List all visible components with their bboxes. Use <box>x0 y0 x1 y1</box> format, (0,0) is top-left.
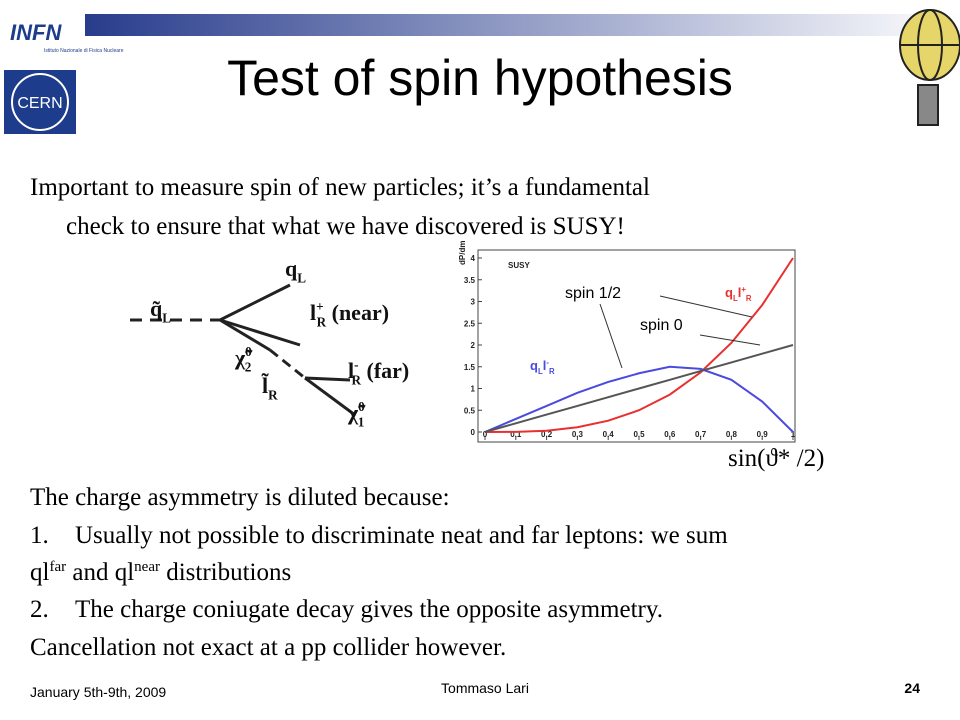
slide-title: Test of spin hypothesis <box>227 50 733 106</box>
sub: R <box>351 373 361 388</box>
sub: L <box>162 311 171 326</box>
item-number: 1. <box>30 522 49 549</box>
sub: R <box>317 315 327 330</box>
sup2: + <box>741 285 746 294</box>
sub2: R <box>746 294 752 303</box>
y-tick-label: 2.5 <box>464 319 476 328</box>
chart-tag: SUSY <box>508 261 530 270</box>
item-text: qlfar and qlnear distributions <box>30 559 291 586</box>
sup: near <box>134 559 160 575</box>
label: qLl-R <box>530 358 555 376</box>
base: l <box>310 300 316 325</box>
infn-logo: INFN Istituto Nazionale di Fisica Nuclea… <box>10 20 124 54</box>
base: l <box>348 358 354 383</box>
sub2: R <box>549 367 555 376</box>
sub: R <box>268 388 278 403</box>
sup2: - <box>546 358 549 367</box>
text: ql <box>30 559 50 586</box>
x-tick-label: 0 <box>483 430 488 439</box>
footer-date: January 5th-9th, 2009 <box>30 684 166 700</box>
item-text: Usually not possible to discriminate nea… <box>75 522 728 549</box>
base2: l <box>738 285 742 300</box>
label: qLl+R <box>725 285 752 303</box>
y-tick-label: 0 <box>471 428 476 437</box>
y-tick-label: 1 <box>471 385 476 394</box>
page-number: 24 <box>904 680 920 696</box>
y-tick-label: 0.5 <box>464 406 476 415</box>
x-tick-label: 0.3 <box>572 430 584 439</box>
footer-author: Tommaso Lari <box>441 680 529 696</box>
label: q̃L <box>150 296 171 326</box>
sub: 2 <box>245 360 252 375</box>
sub: L <box>297 271 306 286</box>
intro-line: Important to measure spin of new particl… <box>30 174 650 201</box>
sub: L <box>538 367 543 376</box>
intro-line: check to ensure that what we have discov… <box>66 213 625 240</box>
decay-diagram <box>130 283 356 417</box>
sub: 1 <box>358 415 365 430</box>
annotation: spin 0 <box>640 317 683 334</box>
y-tick-label: 3 <box>471 298 476 307</box>
label: l+ R (near) <box>310 299 389 329</box>
sup: 0 <box>358 399 365 414</box>
x-tick-label: 0.6 <box>664 430 676 439</box>
label: l̃R <box>261 373 278 403</box>
y-tick-label: 2 <box>471 341 476 350</box>
label: qL <box>285 256 306 286</box>
label: l-R (far) <box>348 357 409 387</box>
base: q <box>285 256 298 281</box>
header-bar <box>85 14 960 36</box>
x-tick-label: 0.2 <box>541 430 553 439</box>
x-tick-label: 0.4 <box>603 430 615 439</box>
x-tick-label: 0.7 <box>695 430 707 439</box>
x-tick-label: 0.8 <box>726 430 738 439</box>
cern-logo: CERN <box>4 70 76 134</box>
base2: l <box>543 358 547 373</box>
label: χ̃0 1 <box>347 399 366 429</box>
atlas-logo <box>899 9 960 126</box>
sup: + <box>316 299 324 314</box>
tail: (far) <box>367 358 410 383</box>
infn-caption: Istituto Nazionale di Fisica Nucleare <box>44 48 124 54</box>
text: distributions <box>160 559 291 586</box>
sup: - <box>354 357 358 372</box>
annotation-arrow <box>659 295 753 318</box>
cern-text: CERN <box>17 95 62 112</box>
base: l̃ <box>261 373 269 398</box>
base: q <box>530 358 538 373</box>
x-tick-label: 0.1 <box>510 430 522 439</box>
infn-text: INFN <box>10 20 62 45</box>
x-tick-label: 0.5 <box>633 430 645 439</box>
annotation-arrow <box>699 334 761 346</box>
annotation: spin 1/2 <box>565 285 621 302</box>
x-tick-label: 0.9 <box>757 430 769 439</box>
x-tick-label: 1 <box>791 430 796 439</box>
sup: 0 <box>245 344 252 359</box>
y-axis-label: dP/dm <box>458 241 467 265</box>
sup: far <box>49 559 66 575</box>
item-text: The charge coniugate decay gives the opp… <box>75 596 663 623</box>
sub: L <box>733 294 738 303</box>
label: χ̃0 2 <box>234 344 253 374</box>
body-lead: The charge asymmetry is diluted because: <box>30 484 450 511</box>
y-tick-label: 1.5 <box>464 363 476 372</box>
y-tick-label: 3.5 <box>464 276 476 285</box>
curve <box>484 344 794 433</box>
y-tick-label: 4 <box>471 254 476 263</box>
item-text: Cancellation not exact at a pp collider … <box>30 634 506 661</box>
item-number: 2. <box>30 596 49 623</box>
x-axis-label: sin(ϑ* /2) <box>728 445 824 472</box>
plot-frame <box>477 249 796 443</box>
base: q <box>725 285 733 300</box>
curve <box>484 365 794 433</box>
text: and ql <box>66 559 134 586</box>
tail: (near) <box>332 300 389 325</box>
annotation-arrow <box>599 303 623 369</box>
curve <box>484 257 794 433</box>
base: q̃ <box>150 296 163 321</box>
